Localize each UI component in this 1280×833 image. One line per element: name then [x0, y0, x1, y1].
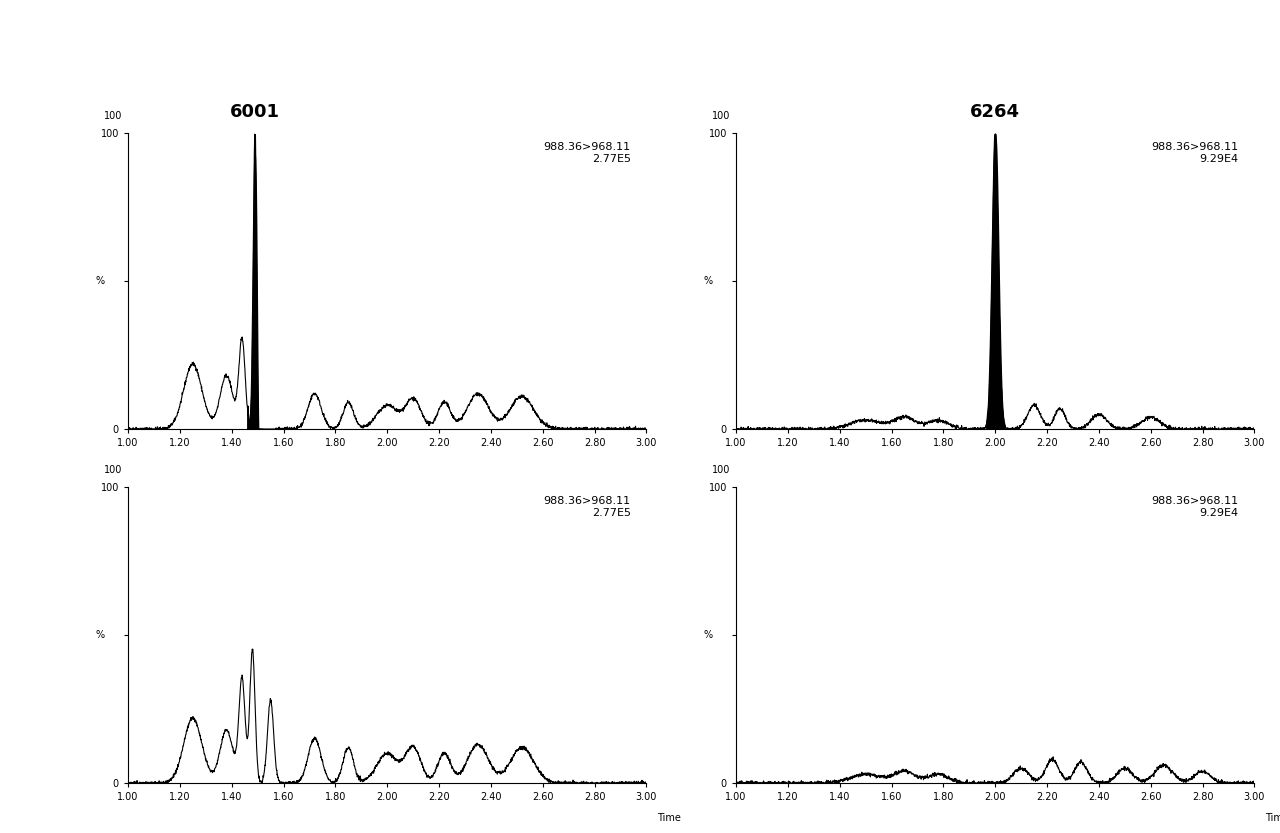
Text: 988.36>968.11
9.29E4: 988.36>968.11 9.29E4	[1152, 496, 1239, 518]
Text: 15–60% MPB in 2 minutes: 15–60% MPB in 2 minutes	[297, 92, 477, 107]
Text: %: %	[704, 630, 713, 641]
Text: Time: Time	[657, 813, 681, 823]
Text: 988.36>968.11
2.77E5: 988.36>968.11 2.77E5	[544, 142, 631, 164]
Text: 20% gradient start: 20% gradient start	[929, 67, 1061, 81]
Text: 100: 100	[105, 112, 123, 122]
Text: Optimized gradient: Optimized gradient	[897, 37, 1093, 56]
Text: 6264: 6264	[970, 103, 1020, 122]
Text: 988.36>968.11
9.29E4: 988.36>968.11 9.29E4	[1152, 142, 1239, 164]
Text: Blank serum: Blank serum	[4, 542, 102, 556]
Text: 15% gradient start: 15% gradient start	[321, 67, 453, 81]
Text: %: %	[96, 630, 105, 641]
Text: %: %	[96, 276, 105, 287]
Text: 100: 100	[105, 466, 123, 476]
Text: %: %	[704, 276, 713, 287]
Text: 22–27% MPB in 3 minutes: 22–27% MPB in 3 minutes	[905, 92, 1085, 107]
Text: 100: 100	[713, 112, 731, 122]
Text: Time: Time	[1265, 813, 1280, 823]
Text: 100 pg/mL: 100 pg/mL	[12, 188, 95, 202]
Text: 6001: 6001	[230, 103, 280, 122]
Text: Screening gradient: Screening gradient	[291, 37, 484, 56]
Text: 100: 100	[713, 466, 731, 476]
Text: 988.36>968.11
2.77E5: 988.36>968.11 2.77E5	[544, 496, 631, 518]
